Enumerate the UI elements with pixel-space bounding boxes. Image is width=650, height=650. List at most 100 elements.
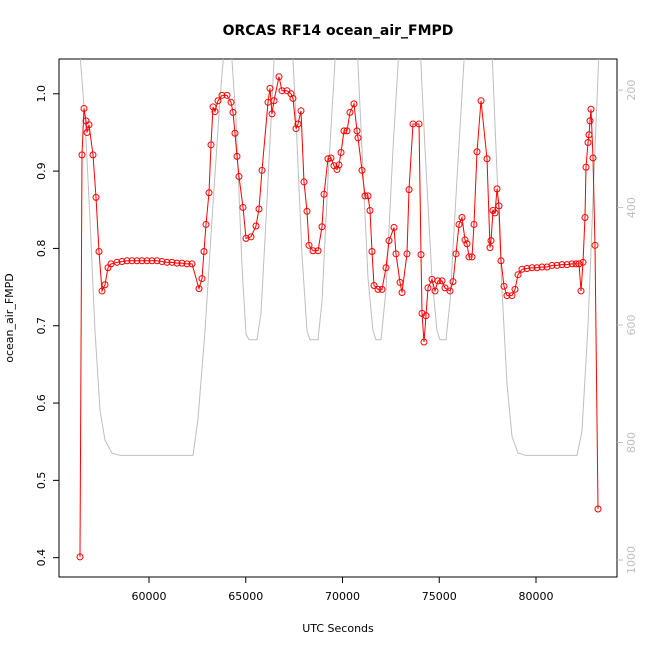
data-point — [346, 108, 354, 116]
data-point — [364, 192, 372, 200]
data-point — [366, 207, 374, 215]
data-point — [385, 237, 393, 245]
data-point — [148, 257, 156, 265]
data-point — [242, 234, 250, 242]
data-point — [405, 186, 413, 194]
data-point — [431, 287, 439, 295]
data-point — [487, 237, 495, 245]
x-tick-label: 70000 — [325, 590, 360, 603]
data-point — [143, 257, 151, 265]
data-point — [227, 98, 235, 106]
data-point — [275, 73, 283, 81]
plot-frame — [58, 58, 618, 578]
data-point — [128, 257, 136, 265]
data-point — [483, 155, 491, 163]
data-point — [495, 202, 503, 210]
data-point — [458, 213, 466, 221]
data-point — [337, 149, 345, 157]
data-point — [303, 207, 311, 215]
data-point — [511, 285, 519, 293]
data-point — [374, 285, 382, 293]
data-point — [358, 166, 366, 174]
data-point — [396, 278, 404, 286]
data-point — [320, 190, 328, 198]
data-point — [80, 104, 88, 112]
data-point — [420, 338, 428, 346]
data-point — [211, 108, 219, 116]
data-point — [503, 292, 511, 300]
data-point — [418, 309, 426, 317]
data-point — [252, 222, 260, 230]
data-point — [392, 250, 400, 258]
y-axis-label: ocean_air_FMPD — [3, 273, 16, 363]
data-point — [424, 284, 432, 292]
data-point — [231, 129, 239, 137]
data-point — [378, 285, 386, 293]
data-point — [173, 259, 181, 267]
data-point — [89, 151, 97, 159]
data-point — [500, 282, 508, 290]
data-point — [563, 261, 571, 269]
data-point — [292, 125, 300, 133]
data-point — [441, 284, 449, 292]
data-point — [523, 265, 531, 273]
x-tick-label: 65000 — [228, 590, 263, 603]
data-point — [477, 97, 485, 105]
data-point — [572, 260, 580, 268]
y-tick-label: 0.7 — [35, 317, 48, 335]
data-point — [586, 117, 594, 125]
data-point — [518, 265, 526, 273]
data-point — [95, 248, 103, 256]
data-point — [76, 553, 84, 561]
x-axis-label: UTC Seconds — [302, 622, 374, 635]
data-point — [202, 220, 210, 228]
data-point — [233, 152, 241, 160]
data-point — [582, 163, 590, 171]
data-point — [543, 263, 551, 271]
data-point — [123, 257, 131, 265]
data-point — [594, 505, 602, 513]
data-point — [353, 127, 361, 135]
data-point — [558, 261, 566, 269]
x-tick-label: 60000 — [131, 590, 166, 603]
data-point — [198, 275, 206, 283]
data-point — [473, 148, 481, 156]
data-point — [491, 209, 499, 217]
data-point — [340, 127, 348, 135]
data-point — [455, 220, 463, 228]
data-point — [438, 277, 446, 285]
data-point — [538, 263, 546, 271]
data-point — [422, 312, 430, 320]
data-point — [493, 185, 501, 193]
data-point — [585, 131, 593, 139]
data-point — [591, 241, 599, 249]
y-tick-label: 1.0 — [35, 85, 48, 103]
data-point — [368, 248, 376, 256]
data-point — [266, 84, 274, 92]
y-tick-label: 0.4 — [35, 549, 48, 567]
data-point — [403, 250, 411, 258]
chart-title: ORCAS RF14 ocean_air_FMPD — [223, 23, 454, 39]
y-tick-label: 0.9 — [35, 162, 48, 180]
data-point — [83, 128, 91, 136]
data-point — [101, 281, 109, 289]
data-point — [92, 193, 100, 201]
data-point — [138, 257, 146, 265]
data-point — [461, 236, 469, 244]
data-point — [343, 127, 351, 135]
y-tick-label: 0.6 — [35, 394, 48, 412]
y2-tick-label: 800 — [625, 432, 638, 453]
data-point — [333, 166, 341, 174]
data-point — [417, 251, 425, 259]
data-point — [195, 285, 203, 293]
data-point — [78, 151, 86, 159]
data-point — [508, 292, 516, 300]
data-point — [324, 155, 332, 163]
data-point — [205, 189, 213, 197]
data-point — [153, 257, 161, 265]
data-point — [209, 103, 217, 111]
data-point — [398, 288, 406, 296]
data-point — [577, 287, 585, 295]
